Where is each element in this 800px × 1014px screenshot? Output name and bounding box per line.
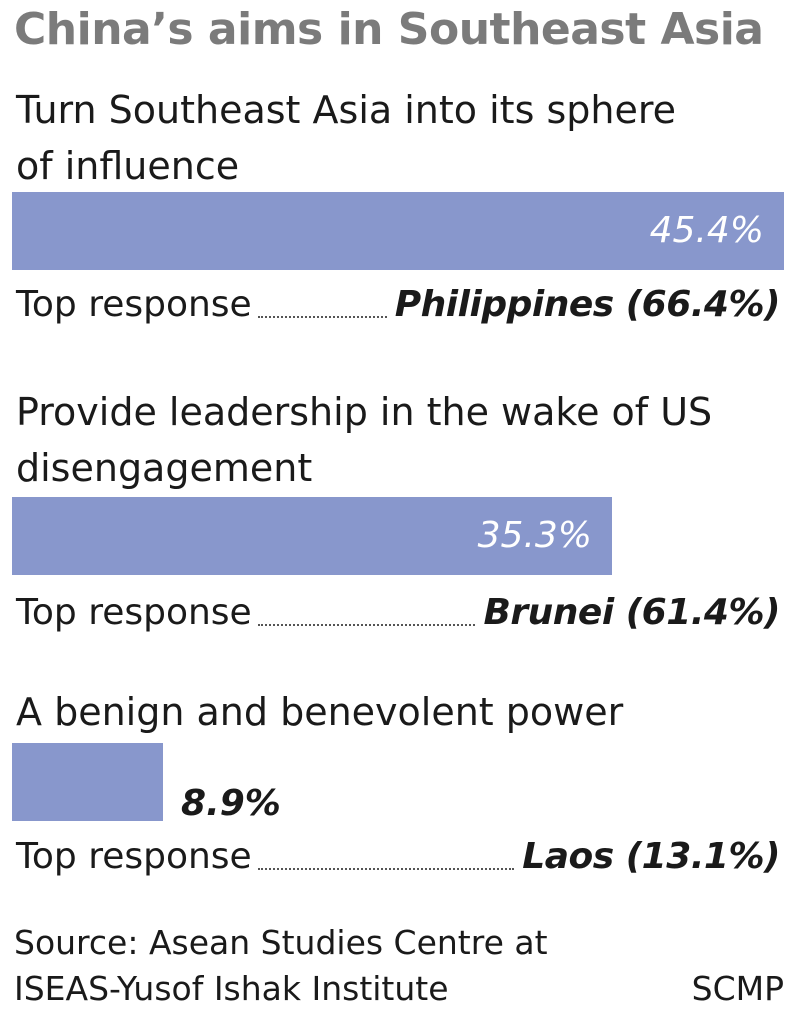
dotted-leader bbox=[257, 316, 387, 318]
top-response-row-1: Top response Philippines (66.4%) bbox=[16, 280, 781, 330]
brand-credit: SCMP bbox=[691, 969, 784, 1008]
source-line-1: Source: Asean Studies Centre at bbox=[14, 923, 548, 962]
bar bbox=[12, 192, 784, 270]
category-label: A benign and benevolent power bbox=[16, 690, 624, 734]
source-line-2: ISEAS-Yusof Ishak Institute bbox=[14, 969, 449, 1008]
top-response-label: Top response bbox=[16, 592, 252, 633]
bar-track-1: 45.4% bbox=[12, 192, 784, 270]
top-response-value: Philippines (66.4%) bbox=[394, 284, 781, 325]
top-response-label: Top response bbox=[16, 836, 252, 877]
top-response-value: Laos (13.1%) bbox=[522, 836, 780, 877]
top-response-label: Top response bbox=[16, 284, 252, 325]
bar-value-label: 8.9% bbox=[181, 783, 281, 824]
category-label: Provide leadership in the wake of US dis… bbox=[16, 390, 713, 490]
bar bbox=[12, 497, 612, 575]
bar-value-label: 45.4% bbox=[649, 210, 764, 251]
bar bbox=[12, 743, 163, 821]
top-response-row-2: Top response Brunei (61.4%) bbox=[16, 588, 780, 638]
bar-track-3: 8.9% bbox=[12, 743, 784, 824]
bar-track-2: 35.3% bbox=[12, 497, 784, 575]
top-response-row-3: Top response Laos (13.1%) bbox=[16, 832, 780, 882]
bar-value-label: 35.3% bbox=[477, 515, 592, 556]
source-note: Source: Asean Studies Centre at ISEAS-Yu… bbox=[14, 920, 614, 1012]
top-response-value: Brunei (61.4%) bbox=[483, 592, 780, 633]
chart-title: China’s aims in Southeast Asia bbox=[14, 4, 764, 55]
category-label: Turn Southeast Asia into its sphere of i… bbox=[16, 88, 676, 188]
dotted-leader bbox=[257, 624, 476, 626]
dotted-leader bbox=[257, 868, 515, 870]
